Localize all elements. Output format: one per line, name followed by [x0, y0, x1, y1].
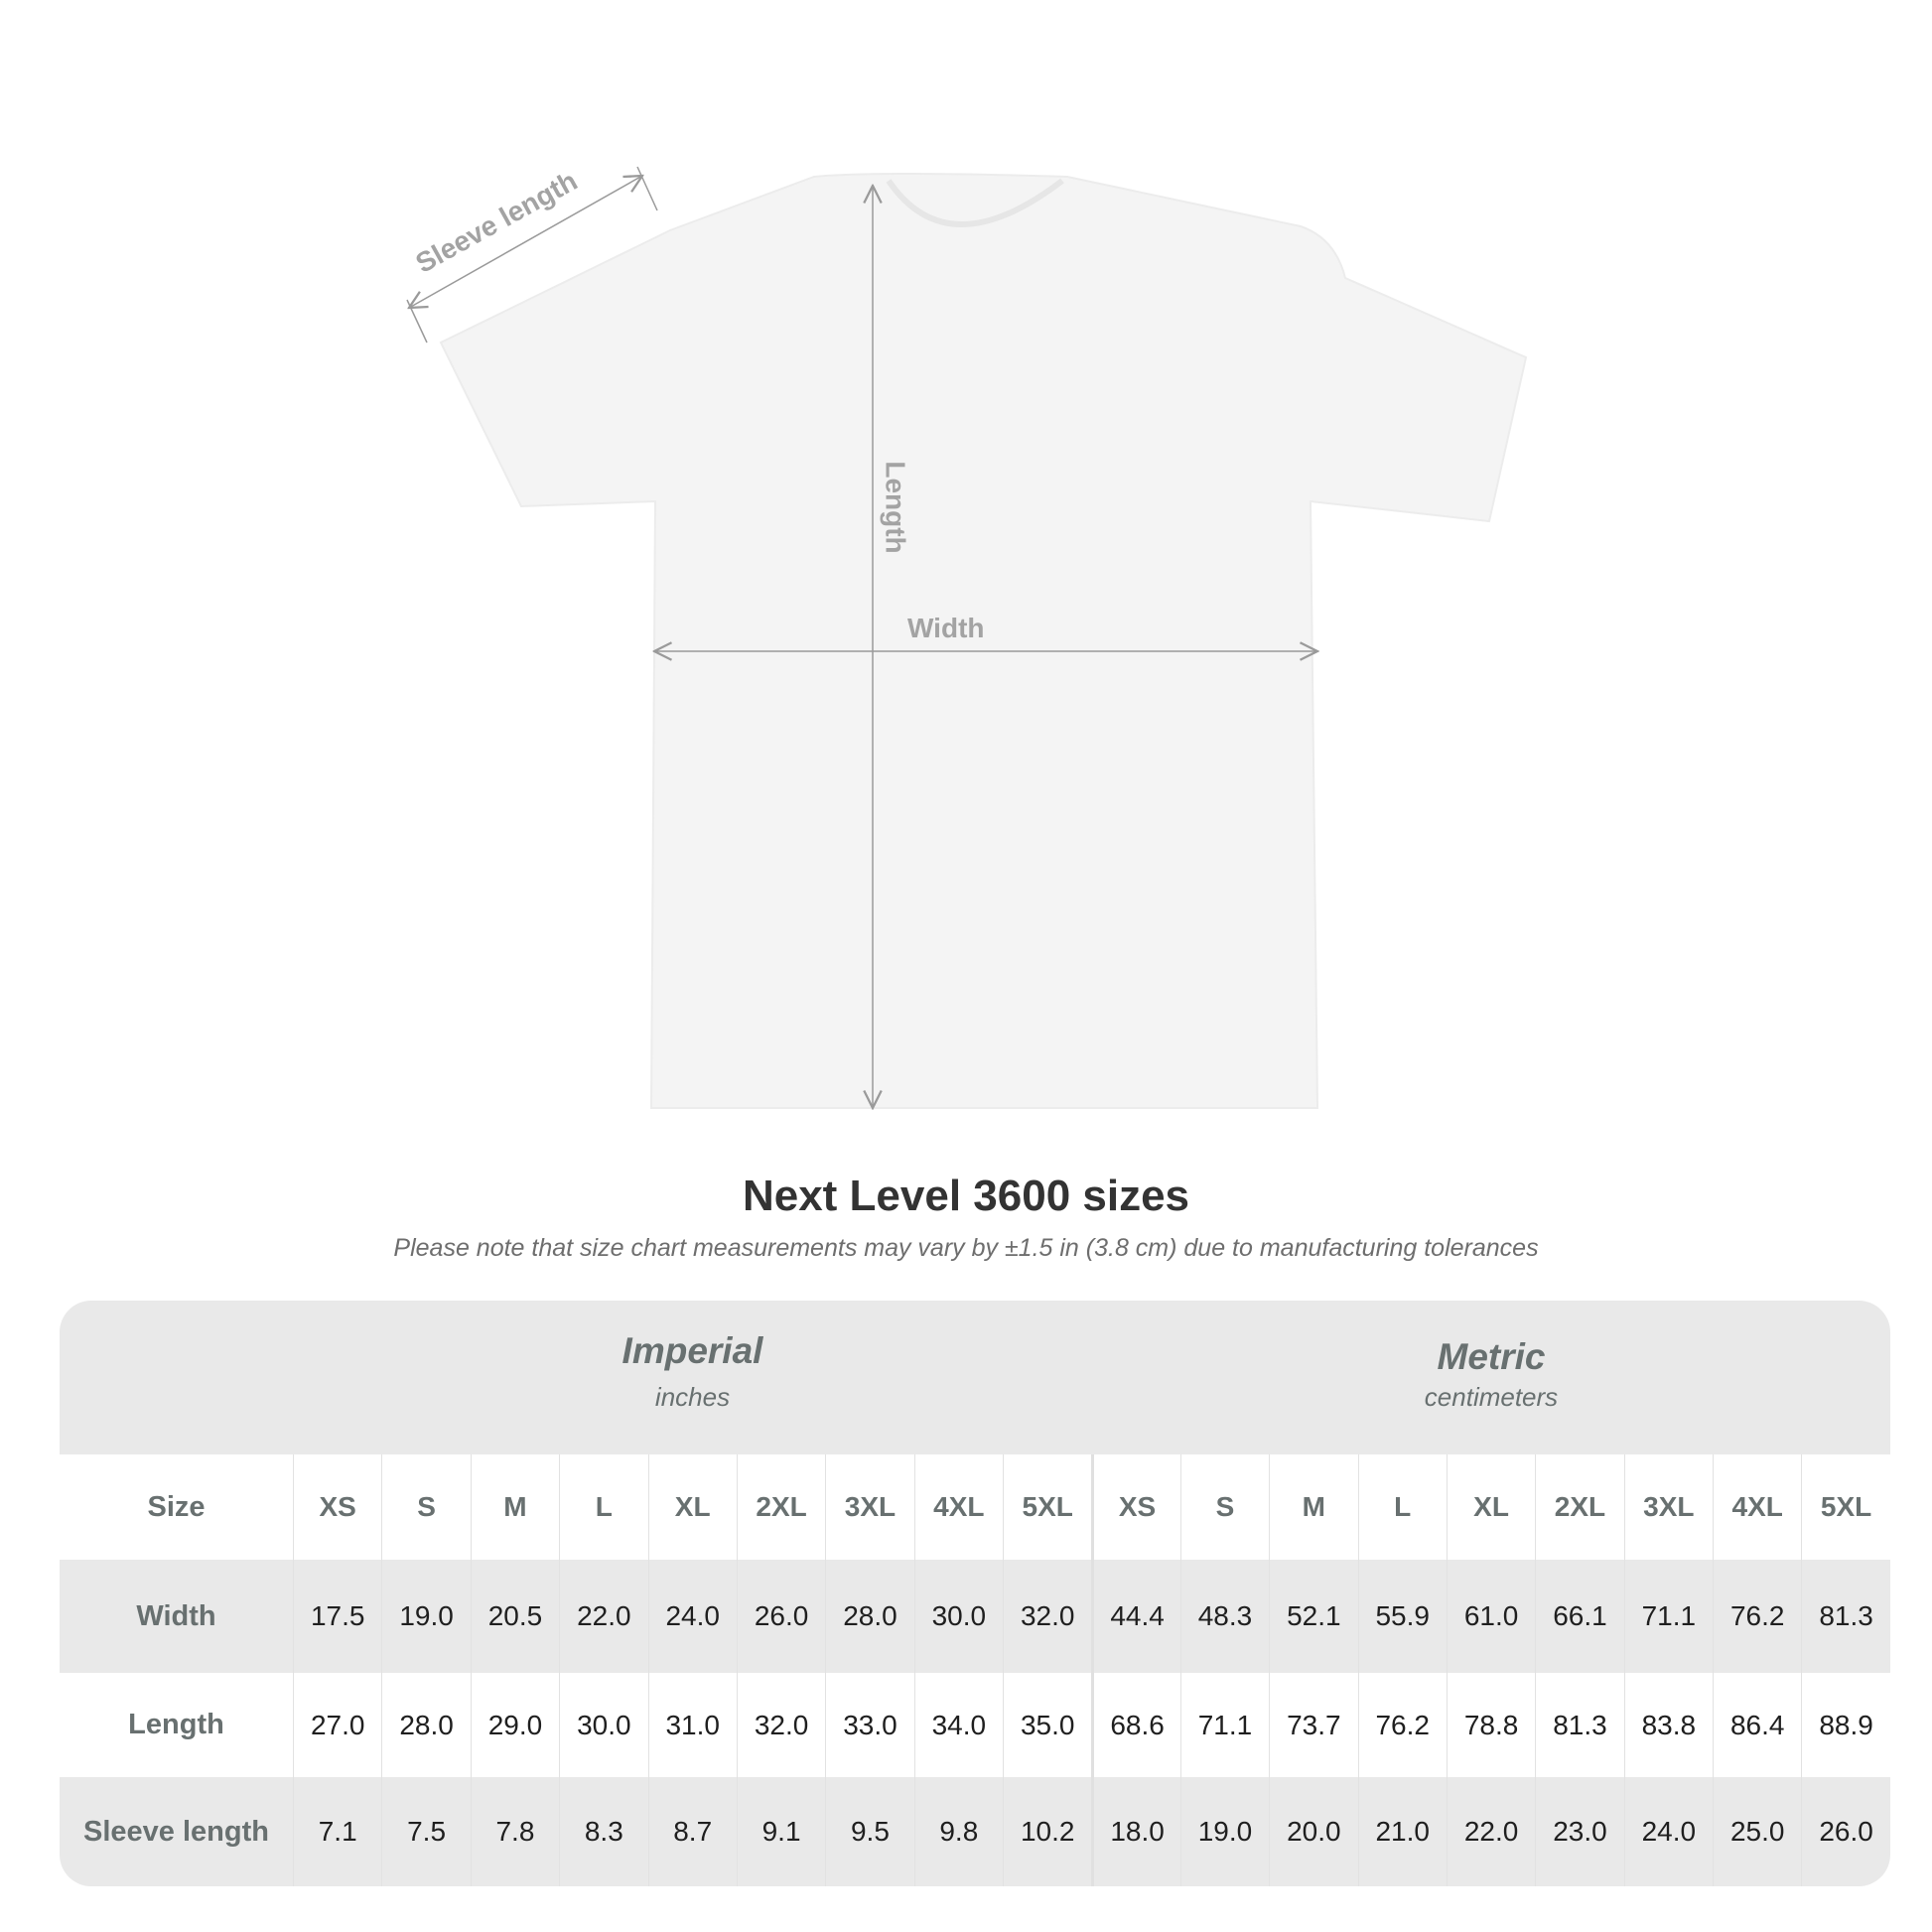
table-cell: 27.0 [293, 1673, 381, 1777]
table-cell: 71.1 [1623, 1560, 1713, 1673]
table-cell: 32.0 [1003, 1560, 1091, 1673]
table-cell: 66.1 [1535, 1560, 1623, 1673]
imperial-title: Imperial [621, 1330, 763, 1371]
table-row: Length 27.0 28.0 29.0 30.0 31.0 32.0 33.0 34.0 35… [60, 1673, 1890, 1777]
table-cell: 17.5 [293, 1560, 381, 1673]
table-cell: 20.0 [1269, 1777, 1357, 1886]
length-label: Length [880, 461, 911, 554]
table-cell: 26.0 [1801, 1777, 1889, 1886]
imperial-unit: inches [654, 1382, 731, 1412]
size-header: 4XL [913, 1454, 1003, 1560]
table-cell: 24.0 [647, 1560, 737, 1673]
collar [886, 178, 1064, 227]
table-cell: 7.5 [381, 1777, 470, 1886]
size-label: Size [147, 1490, 206, 1523]
table-cell: 26.0 [736, 1560, 825, 1673]
table-cell: 61.0 [1446, 1560, 1535, 1673]
size-header: L [559, 1454, 647, 1560]
table-cell: 81.3 [1535, 1673, 1623, 1777]
table-cell: 31.0 [647, 1673, 737, 1777]
table-cell: 44.4 [1091, 1560, 1179, 1673]
table-cell: 32.0 [736, 1673, 825, 1777]
table-cell: 19.0 [1179, 1777, 1269, 1886]
table-cell: 9.1 [736, 1777, 825, 1886]
size-header: XL [1446, 1454, 1535, 1560]
sleeve-arrow [409, 176, 642, 308]
table-cell: 25.0 [1713, 1777, 1801, 1886]
table-cell: 22.0 [1446, 1777, 1535, 1886]
table-cell: 28.0 [381, 1673, 470, 1777]
size-header: 2XL [736, 1454, 825, 1560]
size-header: M [470, 1454, 559, 1560]
table-cell: 9.8 [913, 1777, 1003, 1886]
page-title: Next Level 3600 sizes [742, 1172, 1190, 1220]
width-label: Width [907, 613, 985, 643]
tshirt-shape [439, 173, 1528, 1109]
table-cell: 33.0 [825, 1673, 913, 1777]
table-cell: 8.7 [647, 1777, 737, 1886]
size-header: 5XL [1801, 1454, 1889, 1560]
imperial-header: Imperial inches [293, 1301, 1092, 1484]
size-header: 3XL [1623, 1454, 1713, 1560]
size-header: 3XL [825, 1454, 913, 1560]
row-label: Length [128, 1709, 224, 1740]
table-row: Sleeve length 7.1 7.5 7.8 8.3 8.7 9.1 9.5 9.8 10.… [60, 1777, 1890, 1886]
size-header: XL [647, 1454, 737, 1560]
table-cell: 76.2 [1713, 1560, 1801, 1673]
row-label: Width [136, 1599, 216, 1632]
size-header: 4XL [1713, 1454, 1801, 1560]
row-label: Sleeve length [83, 1815, 269, 1848]
table-cell: 83.8 [1623, 1673, 1713, 1777]
table-cell: 86.4 [1713, 1673, 1801, 1777]
table-cell: 35.0 [1003, 1673, 1091, 1777]
table-cell: 29.0 [470, 1673, 559, 1777]
size-table: Imperial inches Metric centimeters Size X… [60, 1301, 1890, 1886]
table-cell: 22.0 [559, 1560, 647, 1673]
table-cell: 20.5 [470, 1560, 559, 1673]
size-header: S [1179, 1454, 1269, 1560]
table-cell: 52.1 [1269, 1560, 1357, 1673]
table-cell: 10.2 [1003, 1777, 1091, 1886]
size-header: XS [1091, 1454, 1179, 1560]
table-cell: 19.0 [381, 1560, 470, 1673]
size-header: 5XL [1003, 1454, 1091, 1560]
table-cell: 9.5 [825, 1777, 913, 1886]
size-header: XS [293, 1454, 381, 1560]
table-cell: 8.3 [559, 1777, 647, 1886]
table-cell: 28.0 [825, 1560, 913, 1673]
table-cell: 76.2 [1357, 1673, 1447, 1777]
table-cell: 7.8 [470, 1777, 559, 1886]
table-cell: 71.1 [1179, 1673, 1269, 1777]
metric-header: Metric centimeters [1092, 1301, 1890, 1490]
table-cell: 34.0 [913, 1673, 1003, 1777]
table-cell: 55.9 [1357, 1560, 1447, 1673]
size-header: L [1357, 1454, 1447, 1560]
table-cell: 88.9 [1801, 1673, 1889, 1777]
table-cell: 30.0 [559, 1673, 647, 1777]
metric-unit: centimeters [1424, 1382, 1559, 1412]
table-cell: 68.6 [1091, 1673, 1179, 1777]
table-cell: 73.7 [1269, 1673, 1357, 1777]
size-header: S [381, 1454, 470, 1560]
size-header: M [1269, 1454, 1357, 1560]
table-cell: 81.3 [1801, 1560, 1889, 1673]
table-cell: 18.0 [1091, 1777, 1179, 1886]
table-cell: 30.0 [913, 1560, 1003, 1673]
table-cell: 7.1 [293, 1777, 381, 1886]
size-header: 2XL [1535, 1454, 1623, 1560]
size-row: Size XS S M L XL 2XL 3XL 4XL 5XL XS S M L XL 2XL 3XL 4XL 5… [60, 1454, 1890, 1560]
table-cell: 48.3 [1179, 1560, 1269, 1673]
metric-title: Metric [1437, 1336, 1546, 1377]
tolerance-note: Please note that size chart measurements… [393, 1234, 1539, 1262]
table-cell: 23.0 [1535, 1777, 1623, 1886]
table-cell: 24.0 [1623, 1777, 1713, 1886]
table-cell: 21.0 [1357, 1777, 1447, 1886]
table-row: Width 17.5 19.0 20.5 22.0 24.0 26.0 28.0 30.0 32.… [60, 1560, 1890, 1673]
table-cell: 78.8 [1446, 1673, 1535, 1777]
